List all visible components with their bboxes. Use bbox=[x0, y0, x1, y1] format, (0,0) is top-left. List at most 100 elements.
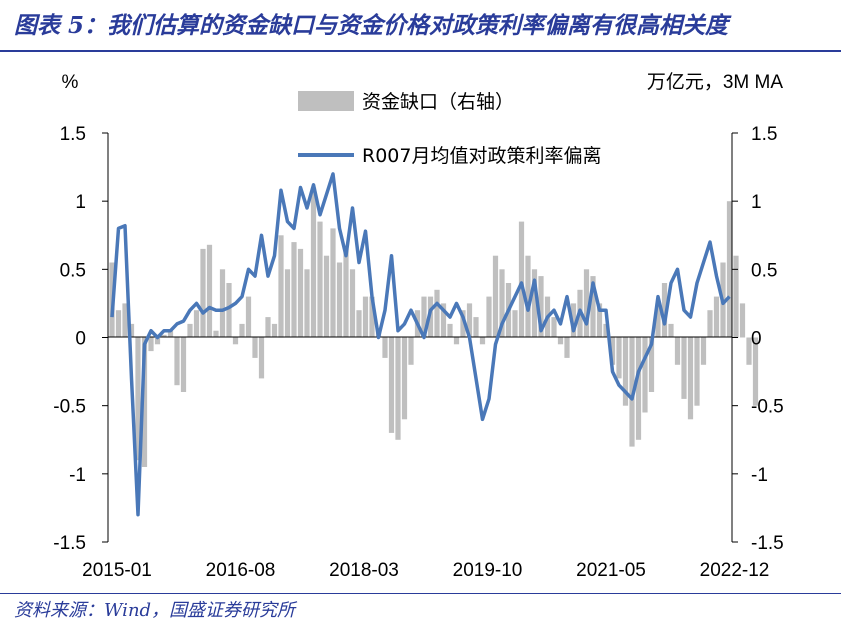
source-note: 资料来源：Wind，国盛证券研究所 bbox=[14, 600, 296, 621]
bar bbox=[193, 310, 200, 338]
bar bbox=[128, 323, 135, 338]
left-unit-label: % bbox=[62, 72, 79, 93]
bar bbox=[258, 337, 265, 379]
legend-label-bar: 资金缺口（右轴） bbox=[362, 91, 514, 113]
bar bbox=[122, 303, 128, 338]
bar bbox=[648, 337, 655, 392]
bar bbox=[674, 337, 681, 365]
left-tick-label: 1.5 bbox=[60, 124, 86, 145]
bar bbox=[694, 337, 700, 406]
bar bbox=[291, 242, 297, 338]
bar bbox=[330, 228, 336, 338]
right-tick-label: 0.5 bbox=[751, 260, 777, 281]
x-tick-label: 2022-12 bbox=[700, 560, 770, 581]
bar bbox=[726, 201, 733, 338]
bar bbox=[323, 255, 330, 338]
right-tick-label: -0.5 bbox=[751, 397, 784, 418]
bar bbox=[499, 269, 505, 338]
bar bbox=[479, 337, 486, 345]
bar bbox=[317, 221, 323, 338]
bar bbox=[141, 337, 148, 467]
bar bbox=[180, 337, 187, 392]
bar bbox=[154, 337, 161, 345]
bar bbox=[687, 337, 694, 420]
right-tick-label: -1 bbox=[751, 465, 768, 486]
bar bbox=[486, 296, 492, 338]
bar bbox=[447, 323, 453, 338]
bar bbox=[603, 323, 609, 338]
bar bbox=[512, 310, 518, 338]
right-unit-label: 万亿元，3M MA bbox=[647, 71, 784, 93]
bar bbox=[570, 303, 577, 338]
x-tick-label: 2018-03 bbox=[329, 560, 399, 581]
bar bbox=[388, 337, 395, 433]
left-tick-label: 0 bbox=[75, 329, 86, 350]
x-tick-label: 2021-05 bbox=[576, 560, 646, 581]
bar bbox=[661, 283, 668, 338]
bar bbox=[492, 255, 499, 338]
bar bbox=[752, 337, 759, 406]
bar bbox=[245, 296, 252, 338]
bar bbox=[713, 296, 720, 338]
bar-series-funding-gap bbox=[109, 187, 759, 467]
right-tick-label: 1 bbox=[751, 192, 762, 213]
bar bbox=[739, 303, 746, 338]
bar bbox=[187, 323, 193, 338]
bar bbox=[200, 248, 206, 338]
bar bbox=[700, 337, 707, 365]
left-tick-label: -1 bbox=[69, 465, 86, 486]
bar bbox=[401, 337, 408, 420]
bar bbox=[681, 337, 687, 399]
bar bbox=[642, 337, 648, 413]
title-rule bbox=[0, 50, 841, 52]
left-tick-label: 1 bbox=[75, 192, 86, 213]
bar bbox=[226, 283, 232, 338]
bar bbox=[551, 317, 557, 338]
bar bbox=[148, 337, 154, 352]
bar bbox=[265, 317, 271, 338]
bar bbox=[219, 269, 226, 338]
bar bbox=[356, 310, 362, 338]
bar bbox=[421, 296, 427, 338]
bar bbox=[707, 310, 713, 338]
bar bbox=[733, 255, 739, 338]
right-tick-label: 0 bbox=[751, 329, 762, 350]
left-tick-label: 0.5 bbox=[60, 260, 86, 281]
legend-swatch-bar bbox=[298, 91, 354, 111]
bar bbox=[362, 296, 369, 338]
bar bbox=[538, 276, 544, 338]
bar bbox=[635, 337, 642, 440]
bar bbox=[213, 330, 219, 338]
bar bbox=[596, 303, 603, 338]
bar bbox=[746, 337, 752, 365]
bar bbox=[297, 248, 304, 338]
x-tick-label: 2015-01 bbox=[82, 560, 152, 581]
bar bbox=[167, 330, 174, 338]
bar bbox=[382, 337, 388, 358]
bar bbox=[161, 334, 167, 338]
bar bbox=[655, 303, 661, 338]
bar bbox=[343, 248, 349, 338]
x-axis-ticks: 2015-01 2016-08 2018-03 2019-10 2021-05 2022-… bbox=[82, 560, 769, 581]
bar bbox=[668, 323, 674, 338]
right-tick-label: 1.5 bbox=[751, 124, 777, 145]
bar bbox=[434, 289, 440, 338]
bar bbox=[395, 337, 401, 440]
right-tick-label: -1.5 bbox=[751, 533, 784, 554]
legend-label-line: R007月均值对政策利率偏离 bbox=[362, 145, 601, 167]
bar bbox=[336, 262, 343, 338]
bar bbox=[609, 337, 616, 365]
bar bbox=[174, 337, 180, 386]
left-tick-label: -1.5 bbox=[53, 533, 86, 554]
bar bbox=[284, 269, 291, 338]
bar bbox=[622, 337, 629, 406]
bar bbox=[564, 337, 570, 358]
x-tick-label: 2016-08 bbox=[206, 560, 276, 581]
bar bbox=[369, 296, 375, 338]
bar bbox=[310, 187, 317, 338]
bar bbox=[583, 269, 590, 338]
bar bbox=[531, 269, 538, 338]
bar bbox=[616, 337, 622, 379]
bar bbox=[557, 337, 564, 345]
figure-title: 图表 5：我们估算的资金缺口与资金价格对政策利率偏离有很高相关度 bbox=[14, 12, 729, 39]
